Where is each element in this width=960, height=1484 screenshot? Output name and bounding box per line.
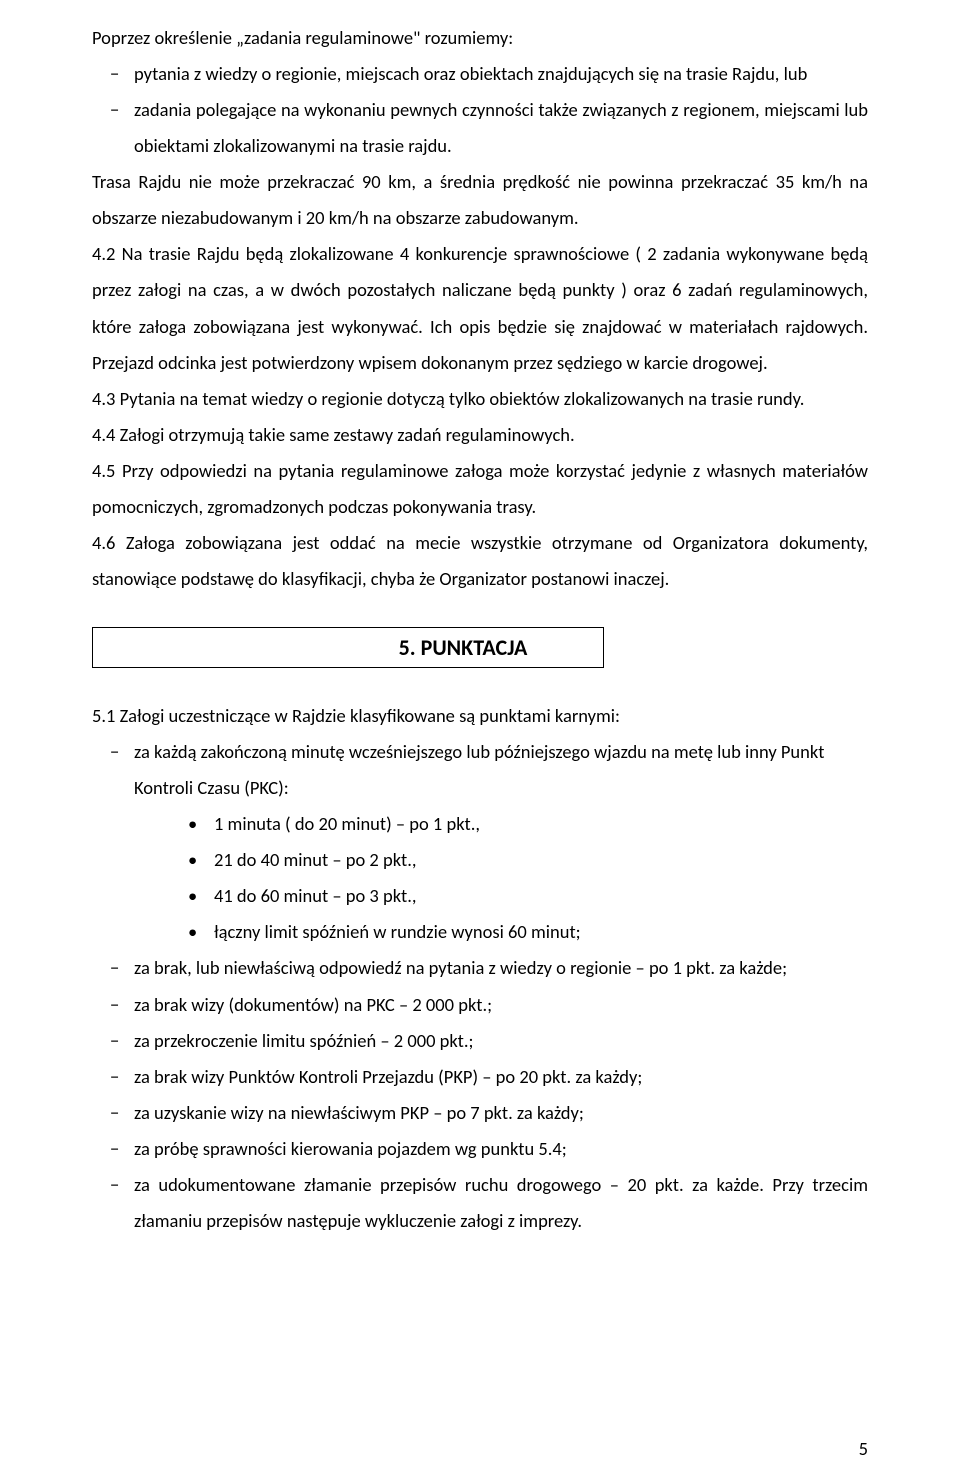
penalty-dash-brak-wizy-pkp: za brak wizy Punktów Kontroli Przejazdu … bbox=[92, 1059, 868, 1095]
penalty-bullet-1: 1 minuta ( do 20 minut) – po 1 pkt., bbox=[92, 806, 868, 842]
paragraph-4-6: 4.6 Załoga zobowiązana jest oddać na mec… bbox=[92, 525, 868, 597]
penalty-dash-limit-spoznien: za przekroczenie limitu spóźnień – 2 000… bbox=[92, 1023, 868, 1059]
penalty-bullet-2: 21 do 40 minut – po 2 pkt., bbox=[92, 842, 868, 878]
penalty-dash-proba-sprawnosci: za próbę sprawności kierowania pojazdem … bbox=[92, 1131, 868, 1167]
document-page: Poprzez określenie „zadania regulaminowe… bbox=[0, 0, 960, 1484]
paragraph-4-2: 4.2 Na trasie Rajdu będą zlokalizowane 4… bbox=[92, 236, 868, 380]
penalty-dash-pkc-line1: za każdą zakończoną minutę wcześniejszeg… bbox=[92, 734, 868, 770]
penalty-dash-niewlasciwy-pkp: za uzyskanie wizy na niewłaściwym PKP – … bbox=[92, 1095, 868, 1131]
penalty-dash-pkc-line2: Kontroli Czasu (PKC): bbox=[92, 770, 868, 806]
paragraph-4-4: 4.4 Załogi otrzymują takie same zestawy … bbox=[92, 417, 868, 453]
paragraph-5-1: 5.1 Załogi uczestniczące w Rajdzie klasy… bbox=[92, 698, 868, 734]
paragraph-4-3: 4.3 Pytania na temat wiedzy o regionie d… bbox=[92, 381, 868, 417]
intro-dash-1: pytania z wiedzy o regionie, miejscach o… bbox=[92, 56, 868, 92]
intro-line: Poprzez określenie „zadania regulaminowe… bbox=[92, 20, 868, 56]
intro-dash-2: zadania polegające na wykonaniu pewnych … bbox=[92, 92, 868, 164]
section-5-heading: 5. PUNKTACJA bbox=[323, 634, 603, 661]
penalty-dash-wiedza: za brak, lub niewłaściwą odpowiedź na py… bbox=[92, 950, 868, 986]
penalty-dash-zlamanie-przepisow: za udokumentowane złamanie przepisów ruc… bbox=[92, 1167, 868, 1239]
paragraph-4-5: 4.5 Przy odpowiedzi na pytania regulamin… bbox=[92, 453, 868, 525]
penalty-bullet-4: łączny limit spóźnień w rundzie wynosi 6… bbox=[92, 914, 868, 950]
page-number: 5 bbox=[859, 1437, 868, 1460]
penalty-dash-brak-wizy-pkc: za brak wizy (dokumentów) na PKC – 2 000… bbox=[92, 987, 868, 1023]
paragraph-trasa: Trasa Rajdu nie może przekraczać 90 km, … bbox=[92, 164, 868, 236]
penalty-bullet-3: 41 do 60 minut – po 3 pkt., bbox=[92, 878, 868, 914]
section-5-heading-box: 5. PUNKTACJA bbox=[92, 627, 604, 668]
